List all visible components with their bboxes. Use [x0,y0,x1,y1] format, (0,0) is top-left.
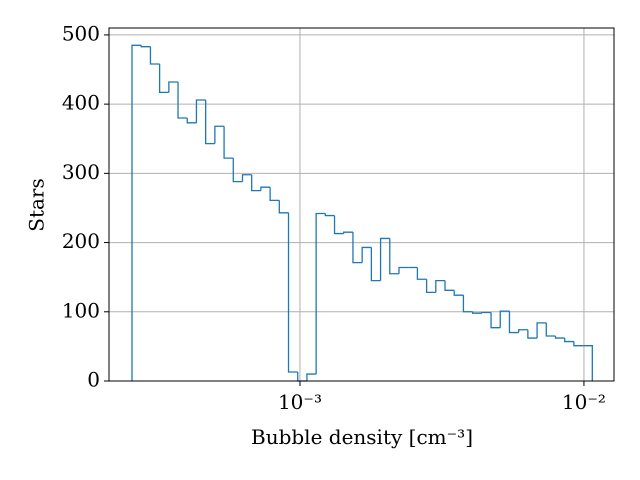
histogram-step [269,187,280,201]
histogram-step [435,279,446,293]
histogram-step [583,345,593,381]
histogram-step [158,63,169,94]
histogram-step [518,329,528,333]
histogram-step [536,322,547,339]
histogram-step [232,158,243,183]
histogram-step [140,45,151,48]
histogram-step [333,215,344,235]
y-tick-label: 0 [87,368,100,392]
histogram-step [554,336,565,339]
histogram-step [297,372,307,382]
x-axis-label: Bubble density [cm⁻³] [251,425,473,449]
y-tick-label: 400 [62,91,100,115]
histogram-step [287,212,298,373]
histogram-step [149,46,160,65]
histogram-step [324,213,335,217]
y-tick-label: 500 [62,21,100,45]
histogram-step [444,280,455,291]
histogram-step [205,99,215,145]
histogram-step [223,126,234,159]
histogram-step [398,266,409,274]
histogram-step [508,311,519,334]
histogram-step [370,247,381,282]
histogram-step [573,341,584,347]
histogram-step [416,267,427,280]
y-tick-label: 300 [62,160,100,184]
histogram-step [490,312,501,329]
histogram-step [186,117,197,124]
histogram-step [379,237,390,281]
histogram-step [462,295,473,313]
histogram-step [315,212,326,375]
histogram-step [251,174,261,192]
histogram-step [425,279,436,294]
histogram-step [343,231,353,234]
histogram-step [241,174,252,182]
histogram-step [131,44,142,381]
y-tick-label: 100 [62,298,100,322]
histogram-step [260,186,271,191]
histogram-step [177,81,188,119]
y-axis-label: Stars [25,178,49,232]
x-tick-label: 10⁻³ [278,390,322,414]
histogram-step [499,310,510,328]
histogram-step [481,311,492,314]
plot-frame [108,27,615,382]
histogram-step [168,81,179,93]
histogram-step [453,290,464,296]
histogram-step [306,373,317,381]
histogram-step [527,329,538,339]
y-tick-label: 200 [62,229,100,253]
histogram-step [564,338,574,343]
histogram-step [214,125,225,144]
x-tick-label: 10⁻² [562,390,606,414]
histogram-step [361,246,372,263]
histogram-step [471,311,482,314]
histogram-step [545,322,556,337]
histogram-step [389,238,399,275]
histogram-step [278,200,289,214]
histogram-step [352,232,363,264]
histogram-step [195,99,206,123]
